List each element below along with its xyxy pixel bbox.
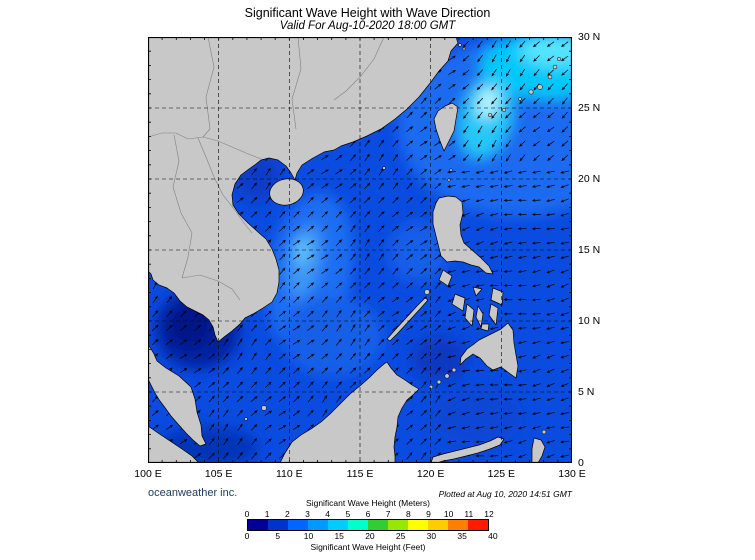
map-canvas [148,37,572,463]
meters-tick: 10 [443,509,454,519]
meters-tick: 12 [484,509,494,519]
chart-title: Significant Wave Height with Wave Direct… [244,6,491,20]
land-mindoro [438,269,453,287]
country-borders [148,37,385,301]
land-taiwan [433,102,459,152]
legend-meter-ticks: 0 1 2 3 4 5 6 7 8 9 10 11 12 [244,509,494,519]
land-masses [148,37,562,463]
y-axis-tick-label: 0 [578,457,584,469]
colorbar-segment [408,520,428,530]
colorbar-segment [348,520,368,530]
colorbar-segment [468,520,488,530]
y-axis-tick-label: 25 N [578,102,601,114]
feet-tick: 5 [275,531,281,541]
colorbar-segment [288,520,308,530]
x-axis-tick-label: 115 E [346,468,374,480]
x-axis-tick-label: 100 E [134,468,162,480]
land-china-indochina [148,37,459,343]
meters-tick: 7 [385,509,391,519]
land-samar [490,287,504,306]
land-mindanao [459,322,519,379]
colorbar [247,519,489,531]
feet-tick: 20 [365,531,375,541]
small-islands [244,43,562,435]
meters-tick: 8 [405,509,411,519]
axis-tick-marks [148,37,572,463]
land-luzon [432,195,494,275]
feet-tick: 10 [303,531,314,541]
land-cebu [475,305,484,328]
meters-tick: 1 [264,509,270,519]
y-axis-tick-label: 10 N [578,315,601,327]
oceanweather-credit: oceanweather inc. [148,487,238,499]
land-malay-peninsula [148,343,207,447]
y-axis-tick-label: 20 N [578,173,601,185]
feet-tick: 15 [334,531,344,541]
y-axis-tick-label: 15 N [578,244,601,256]
land-bohol [480,323,490,332]
meters-tick: 11 [464,509,474,519]
feet-tick: 35 [457,531,467,541]
land-palawan [386,297,429,342]
feet-tick: 25 [395,531,406,541]
meters-tick: 5 [345,509,351,519]
colorbar-segment [368,520,388,530]
land-panay [451,293,466,312]
feet-tick: 40 [488,531,498,541]
x-axis-tick-label: 130 E [558,468,586,480]
map-frame [148,37,572,463]
y-axis-tick-label: 30 N [578,31,601,43]
colorbar-segment [268,520,288,530]
legend-feet-ticks: 0 5 10 15 20 25 30 35 40 [244,531,498,541]
x-axis-tick-label: 110 E [275,468,303,480]
x-axis-tick-label: 120 E [416,468,445,480]
land-sumatra [148,425,200,463]
meters-tick: 2 [284,509,290,519]
y-axis-tick-label: 5 N [578,386,595,398]
meters-tick: 6 [365,509,371,519]
meters-tick: 0 [244,509,250,519]
chart-subtitle: Valid For Aug-10-2020 18:00 GMT [279,20,456,32]
legend-meters-label: Significant Wave Height (Meters) [306,498,430,508]
legend-feet-label: Significant Wave Height (Feet) [310,542,426,552]
x-axis-tick-label: 105 E [204,468,233,480]
colorbar-segment [328,520,348,530]
feet-tick: 0 [244,531,250,541]
land-leyte [488,303,499,326]
meters-tick: 4 [325,509,331,519]
colorbar-segment [428,520,448,530]
meters-tick: 9 [426,509,431,519]
colorbar-segment [248,520,268,530]
latitude-longitude-grid [148,37,572,463]
colorbar-segment [388,520,408,530]
longitude-axis: 100 E 105 E 110 E 115 E 120 E 125 E 130 E [134,468,585,482]
feet-tick: 30 [426,531,437,541]
meters-tick: 3 [305,509,310,519]
colorbar-segment [448,520,468,530]
land-negros [464,303,475,327]
latitude-axis: 30 N 25 N 20 N 15 N 10 N 5 N 0 [578,31,622,469]
land-sulawesi [430,436,505,463]
land-halmahera [531,437,546,463]
plotted-timestamp: Plotted at Aug 10, 2020 14:51 GMT [438,489,572,499]
land-borneo [279,361,420,463]
x-axis-tick-label: 125 E [487,468,516,480]
land-masbate [472,286,483,297]
map-plot-area [148,37,572,463]
colorbar-segment [308,520,328,530]
